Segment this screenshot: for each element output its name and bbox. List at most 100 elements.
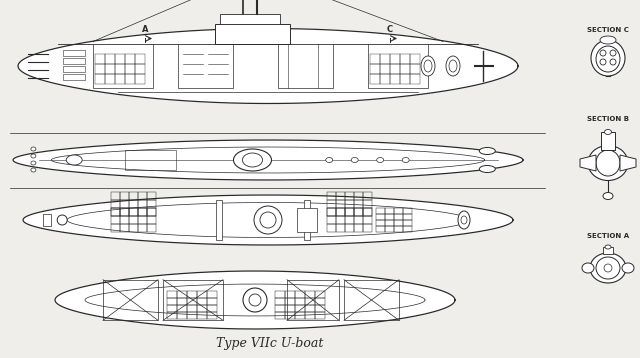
Bar	[370, 54, 380, 64]
Bar	[63, 66, 85, 72]
Bar	[135, 74, 145, 84]
Bar	[345, 200, 354, 208]
Bar	[327, 208, 336, 216]
Bar	[363, 216, 372, 224]
Bar	[216, 200, 222, 240]
Bar	[354, 208, 363, 216]
Bar	[163, 280, 223, 320]
Ellipse shape	[605, 245, 611, 249]
Bar	[129, 192, 138, 200]
Ellipse shape	[31, 161, 36, 165]
Bar	[187, 297, 197, 305]
Bar	[138, 208, 147, 216]
Bar	[410, 54, 420, 64]
Bar	[147, 200, 156, 208]
Bar	[177, 297, 187, 305]
Ellipse shape	[243, 153, 262, 167]
Bar	[295, 305, 305, 311]
Bar	[275, 291, 285, 297]
Bar	[207, 305, 217, 311]
Text: SECTION B: SECTION B	[587, 116, 629, 122]
Bar	[278, 44, 333, 88]
Bar	[138, 208, 147, 216]
Bar	[354, 216, 363, 224]
Bar	[197, 291, 207, 297]
Bar	[390, 64, 400, 74]
Ellipse shape	[582, 263, 594, 273]
Bar	[111, 200, 120, 208]
Bar	[376, 226, 385, 232]
Text: SECTION C: SECTION C	[587, 27, 629, 33]
Bar	[93, 44, 153, 88]
Bar	[135, 64, 145, 74]
Polygon shape	[18, 29, 518, 103]
Bar	[138, 200, 147, 208]
Bar	[197, 297, 207, 305]
Bar	[354, 192, 363, 200]
Ellipse shape	[604, 264, 612, 272]
Bar	[275, 305, 285, 311]
Bar	[129, 208, 138, 216]
Bar	[147, 208, 156, 216]
Bar	[138, 224, 147, 232]
Ellipse shape	[446, 56, 460, 76]
Bar	[125, 54, 135, 64]
Bar	[95, 74, 105, 84]
Ellipse shape	[424, 60, 432, 72]
Ellipse shape	[402, 158, 409, 163]
Bar	[603, 247, 613, 254]
Bar	[376, 220, 385, 226]
Ellipse shape	[260, 212, 276, 228]
Bar	[363, 200, 372, 208]
Bar	[147, 192, 156, 200]
Bar	[305, 291, 315, 297]
Bar	[275, 297, 285, 305]
Bar	[147, 208, 156, 216]
Bar	[187, 305, 197, 311]
Bar	[305, 311, 315, 319]
Bar	[285, 305, 295, 311]
Bar	[115, 54, 125, 64]
Bar	[178, 44, 233, 88]
Polygon shape	[580, 155, 596, 171]
Bar	[105, 54, 115, 64]
Bar	[138, 192, 147, 200]
Bar	[125, 74, 135, 84]
Polygon shape	[620, 155, 636, 171]
Ellipse shape	[449, 60, 457, 72]
Bar	[336, 208, 345, 216]
Bar	[305, 297, 315, 305]
Ellipse shape	[243, 288, 267, 312]
Bar	[354, 208, 363, 216]
Bar	[187, 291, 197, 297]
Bar	[207, 297, 217, 305]
Bar	[295, 311, 305, 319]
Bar	[103, 280, 158, 320]
Bar	[95, 54, 105, 64]
Bar	[315, 291, 325, 297]
Bar	[207, 311, 217, 319]
Bar	[305, 305, 315, 311]
Ellipse shape	[600, 36, 616, 44]
Bar	[295, 297, 305, 305]
Ellipse shape	[249, 294, 261, 306]
Bar	[177, 305, 187, 311]
Bar	[298, 208, 317, 232]
Bar	[394, 208, 403, 214]
Ellipse shape	[458, 211, 470, 229]
Bar	[400, 64, 410, 74]
Bar	[167, 297, 177, 305]
Bar	[327, 200, 336, 208]
Ellipse shape	[596, 46, 620, 72]
Bar	[385, 220, 394, 226]
Ellipse shape	[479, 147, 495, 155]
Bar	[197, 311, 207, 319]
Bar	[315, 297, 325, 305]
Ellipse shape	[479, 165, 495, 173]
Ellipse shape	[590, 253, 626, 283]
Bar	[370, 64, 380, 74]
Bar	[111, 192, 120, 200]
Bar	[327, 224, 336, 232]
Bar	[125, 150, 176, 170]
Bar	[115, 74, 125, 84]
